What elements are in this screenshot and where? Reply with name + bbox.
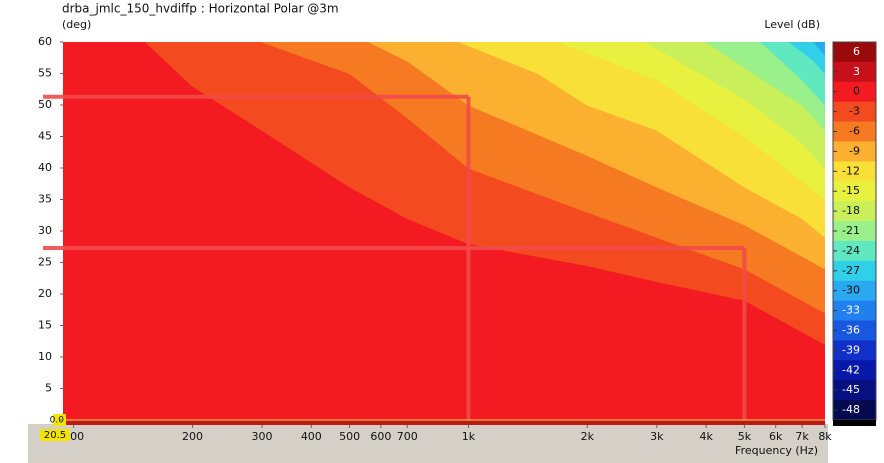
overlay xyxy=(43,94,747,420)
x-tick-label: 5k xyxy=(738,430,752,443)
colorbar-cell xyxy=(833,121,876,142)
colorbar-label: Level (dB) xyxy=(764,18,820,31)
contour-boundary xyxy=(459,42,825,238)
x-tick-label: 500 xyxy=(339,430,360,443)
x-readout: 20.5 xyxy=(44,430,66,441)
contour-boundary xyxy=(789,42,825,74)
y-tick-label: 5 xyxy=(45,382,52,395)
colorbar-tick-label: -27 xyxy=(842,264,860,277)
colorbar-tick-label: -33 xyxy=(842,304,860,317)
colorbar-tick-label: -21 xyxy=(842,224,860,237)
y-tick-label: 15 xyxy=(38,319,52,332)
colorbar-tick-label: -18 xyxy=(842,204,860,217)
x-tick-label: 3k xyxy=(650,430,664,443)
x-tick-label: 700 xyxy=(397,430,418,443)
x-tick-label: 200 xyxy=(182,430,203,443)
colorbar-cell xyxy=(833,61,876,83)
y-tick-label: 45 xyxy=(38,130,52,143)
colorbar-cell xyxy=(833,320,876,341)
y-tick-label: 35 xyxy=(38,193,52,206)
x-tick-label: 8k xyxy=(818,430,832,443)
y-tick-label: 25 xyxy=(38,256,52,269)
colorbar-cell xyxy=(833,380,876,401)
colorbar-cell xyxy=(833,221,876,242)
colorbar-cell xyxy=(833,340,876,361)
colorbar-cell xyxy=(833,300,876,322)
colorbar-cell xyxy=(833,81,876,103)
colorbar-tick-label: -15 xyxy=(842,184,860,197)
colorbar-tick-label: -9 xyxy=(849,144,860,157)
x-tick-label: 400 xyxy=(301,430,322,443)
y-tick-label: 30 xyxy=(38,224,52,237)
colorbar-cell xyxy=(833,360,876,381)
x-tick-label: 2k xyxy=(581,430,595,443)
contour-boundary xyxy=(760,42,825,106)
colorbar-tick-label: 3 xyxy=(853,65,860,78)
x-tick-label: 6k xyxy=(769,430,783,443)
colorbar-cell xyxy=(833,161,876,182)
colorbar-tick-label: -48 xyxy=(842,403,860,416)
x-tick-label: 7k xyxy=(795,430,809,443)
level-region xyxy=(760,42,825,105)
x-tick-label: 600 xyxy=(370,430,391,443)
contour-boundary xyxy=(705,42,825,131)
colorbar-bottom xyxy=(833,420,876,426)
chart-title: drba_jmlc_150_hvdiffp : Horizontal Polar… xyxy=(62,2,339,16)
colorbar-cell xyxy=(833,201,876,222)
x-axis-label: Frequency (Hz) xyxy=(735,444,818,457)
y-tick-label: 10 xyxy=(38,350,52,363)
y-tick-label: 0.0 xyxy=(50,416,65,426)
y-tick-label: 20 xyxy=(38,287,52,300)
colorbar-tick-label: -45 xyxy=(842,383,860,396)
colorbar-tick-label: -12 xyxy=(842,164,860,177)
contour-boundary xyxy=(559,42,825,200)
x-tick-label: 4k xyxy=(699,430,713,443)
y-tick-label: 40 xyxy=(38,161,52,174)
y-axis-label: (deg) xyxy=(62,18,91,31)
plot-area xyxy=(63,42,825,420)
colorbar-tick-label: -6 xyxy=(849,125,860,138)
y-tick-label: 50 xyxy=(38,98,52,111)
contour-boundary xyxy=(261,42,825,314)
contour-boundary xyxy=(813,42,825,55)
colorbar-tick-label: -30 xyxy=(842,284,860,297)
contour-boundary xyxy=(644,42,825,169)
colorbar-tick-label: -42 xyxy=(842,363,860,376)
y-tick-label: 60 xyxy=(38,35,52,48)
x-tick-label: 1k xyxy=(462,430,476,443)
x-tick-label: 300 xyxy=(251,430,272,443)
level-region xyxy=(789,42,825,74)
colorbar-cell xyxy=(833,42,876,63)
plot-bottom-strip xyxy=(63,420,825,425)
colorbar-cell xyxy=(833,101,876,123)
contour-boundary xyxy=(368,42,825,270)
colorbar-cell xyxy=(833,240,876,262)
colorbar-cell xyxy=(833,141,876,162)
colorbar-tick-label: -36 xyxy=(842,323,860,336)
colorbar-tick-label: -3 xyxy=(849,105,860,118)
colorbar-tick-label: -24 xyxy=(842,244,860,257)
colorbar-cell xyxy=(833,400,876,421)
y-tick-label: 55 xyxy=(38,67,52,80)
colorbar-cell xyxy=(833,280,876,302)
x-axis-panel xyxy=(28,424,828,463)
colorbar-tick-label: 0 xyxy=(853,85,860,98)
x-readout-box xyxy=(40,429,70,441)
colorbar-tick-label: -39 xyxy=(842,343,860,356)
colorbar-cell xyxy=(833,260,876,282)
y-tick-highlight xyxy=(53,414,66,426)
colorbar-cell xyxy=(833,181,876,202)
colorbar-tick-label: 6 xyxy=(853,45,860,58)
